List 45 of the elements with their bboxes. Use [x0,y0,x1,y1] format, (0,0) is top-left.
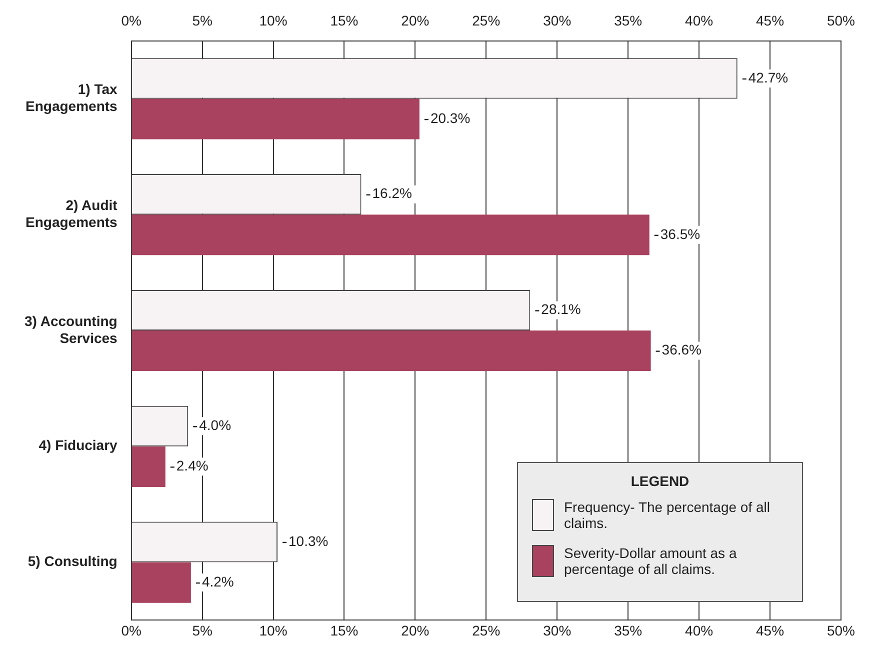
y-tick-label: 1) Tax Engagements [26,81,118,114]
data-label: 42.7% [748,69,788,86]
x2-tick-label: 20% [401,12,430,28]
x-tick-label: 0% [121,622,142,638]
bar [132,98,420,140]
y-tick-label: 2) Audit Engagements [26,197,118,230]
x-tick-label: 40% [685,622,714,638]
data-label: 28.1% [541,301,581,318]
data-label: 36.6% [662,342,702,358]
x-tick-label: 20% [401,622,430,638]
data-label: 10.3% [288,532,328,549]
x2-tick-label: 0% [121,12,142,28]
bar [132,562,191,603]
x2-tick-label: 50% [826,12,856,28]
x2-tick-label: 35% [614,12,642,28]
x-tick-label: 5% [192,622,212,638]
x-tick-label: 45% [756,622,784,638]
legend-box: LEGEND Frequency- The percentage of all claims. Severity-Dollar amount as a percentage of all claims. [517,462,803,602]
x2-tick-label: 30% [543,12,572,28]
x2-tick-label: 10% [259,12,288,28]
data-label: 2.4% [176,458,208,474]
legend-title: LEGEND [630,473,690,490]
y-tick-label: 4) Fiduciary [38,437,118,454]
x-tick-label: 35% [614,622,642,638]
data-label: 4.0% [199,416,232,433]
x2-tick-label: 45% [756,12,784,28]
x2-tick-label: 15% [330,12,358,28]
data-label: 36.5% [660,226,700,242]
x-tick-label: 50% [826,622,856,638]
y-tick-label: 5) Consulting [28,553,118,570]
x-tick-label: 25% [472,622,500,638]
x-tick-label: 30% [543,622,572,638]
bar [132,330,651,372]
x-tick-label: 10% [259,622,288,638]
x2-tick-label: 5% [192,12,212,28]
data-label: 4.2% [202,573,234,590]
data-label: 20.3% [430,110,470,126]
data-label: 16.2% [372,185,412,202]
legend-label: Severity-Dollar amount as a percentage of all claims. [564,545,738,578]
x2-tick-label: 25% [472,12,500,28]
bar [132,214,650,256]
x2-tick-label: 40% [685,12,714,28]
bar [132,446,166,487]
y-tick-label: 3) Accounting Services [24,312,118,346]
x-tick-label: 15% [330,622,358,638]
